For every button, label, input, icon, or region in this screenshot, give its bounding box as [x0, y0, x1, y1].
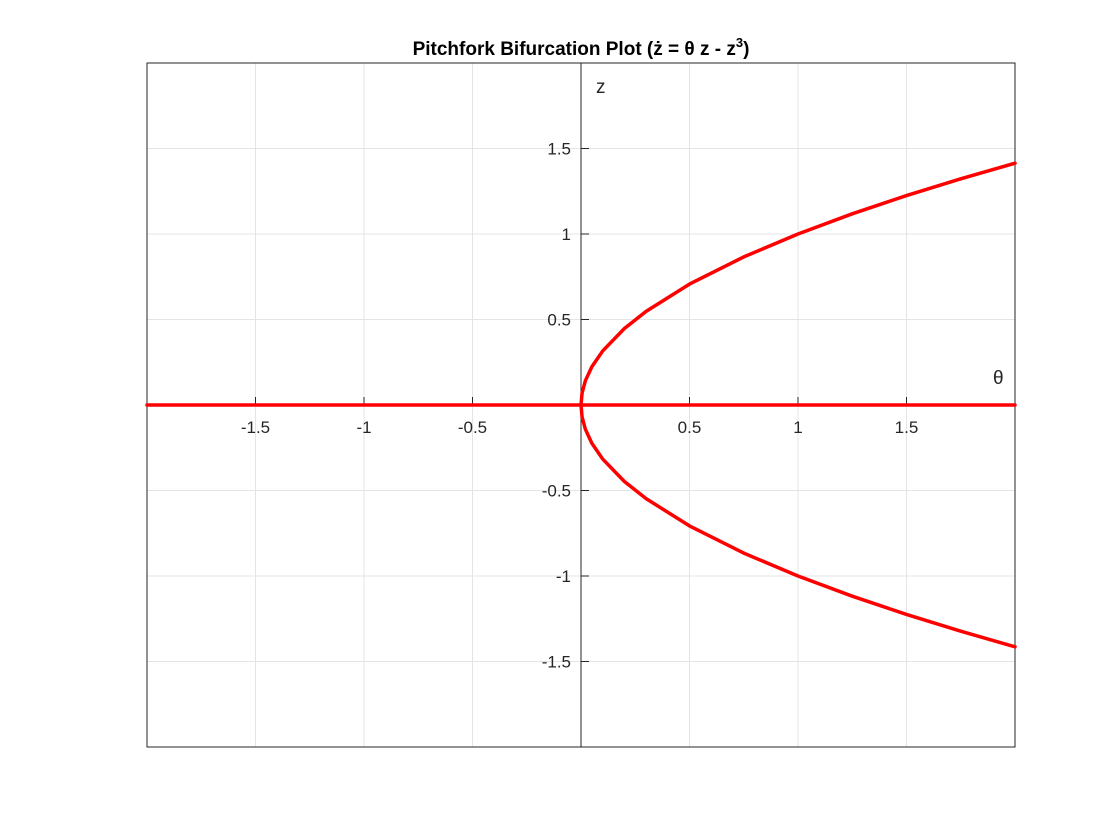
y-tick-label: -1.5: [542, 653, 571, 672]
x-tick-label: 0.5: [678, 418, 702, 437]
chart-title-superscript: 3: [736, 35, 743, 50]
series-line-2: [579, 161, 1017, 407]
series-line-3: [579, 403, 1017, 649]
y-tick-label: -1: [556, 567, 571, 586]
y-tick-label: 0.5: [547, 311, 571, 330]
series-layer: [145, 161, 1017, 649]
y-tick-label: 1: [562, 225, 571, 244]
tick-labels: -1.5 -1 -0.5 0.5 1 1.5 1.5 1 0.5 -0.5 -1 -1.5: [241, 140, 918, 672]
chart-title-close: ): [743, 39, 749, 60]
y-axis-label: z: [596, 77, 606, 98]
x-tick-label: -1.5: [241, 418, 270, 437]
chart-title: Pitchfork Bifurcation Plot (ż = θ z - z3…: [413, 35, 750, 60]
x-tick-label: -0.5: [458, 418, 487, 437]
x-axis-label: θ: [993, 368, 1004, 389]
x-tick-label: 1: [793, 418, 802, 437]
y-tick-label: -0.5: [542, 482, 571, 501]
y-tick-label: 1.5: [547, 140, 571, 159]
chart-title-main: Pitchfork Bifurcation Plot (ż = θ z - z: [413, 39, 736, 60]
x-tick-label: -1: [356, 418, 371, 437]
x-tick-label: 1.5: [895, 418, 919, 437]
